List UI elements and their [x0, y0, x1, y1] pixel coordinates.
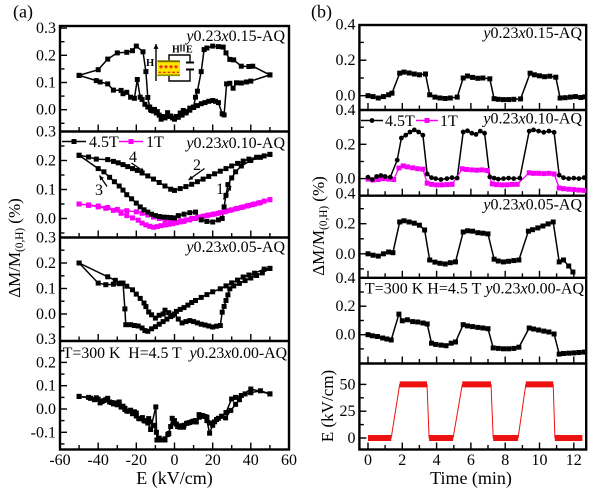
svg-text:4: 4 [129, 149, 137, 166]
svg-text:0.2: 0.2 [36, 47, 56, 64]
svg-text:8: 8 [501, 452, 509, 469]
svg-text:0.3: 0.3 [36, 331, 56, 348]
svg-text:(b): (b) [311, 2, 332, 23]
svg-text:20: 20 [205, 452, 221, 469]
svg-text:H: H [172, 45, 180, 56]
svg-text:60: 60 [281, 452, 297, 469]
svg-text:0.0: 0.0 [36, 306, 56, 323]
svg-text:ΔM/M(0,H) (%): ΔM/M(0,H) (%) [5, 198, 26, 298]
svg-text:0.2: 0.2 [336, 136, 356, 153]
svg-text:T=300 K H=4.5 T y0.23x0.00-A: T=300 K H=4.5 T y0.23x0.00-AQ [63, 345, 288, 362]
svg-text:0.3: 0.3 [36, 229, 56, 246]
svg-text:0.2: 0.2 [336, 52, 356, 69]
svg-text:y0.23x0.15-AQ: y0.23x0.15-AQ [481, 25, 582, 42]
svg-text:1T: 1T [440, 113, 458, 130]
svg-text:0.4: 0.4 [336, 102, 356, 119]
svg-text:ΔM/M(0,H) (%): ΔM/M(0,H) (%) [309, 176, 330, 276]
svg-text:y0.23x0.10-AQ: y0.23x0.10-AQ [184, 135, 285, 152]
svg-text:4.5T: 4.5T [89, 134, 119, 151]
svg-text:H: H [146, 58, 154, 69]
svg-text:E (kV/cm): E (kV/cm) [318, 370, 337, 442]
svg-text:0.4: 0.4 [336, 17, 356, 34]
svg-text:0.0: 0.0 [36, 210, 56, 227]
svg-text:-40: -40 [88, 452, 109, 469]
svg-text:0: 0 [171, 452, 179, 469]
svg-text:y0.23x0.10-AQ: y0.23x0.10-AQ [481, 111, 582, 128]
svg-text:0.0: 0.0 [336, 327, 356, 344]
svg-text:3: 3 [95, 182, 103, 199]
svg-text:0.2: 0.2 [336, 216, 356, 233]
svg-text:E (kV/cm): E (kV/cm) [136, 468, 212, 489]
svg-text:0.1: 0.1 [36, 74, 56, 91]
svg-text:0.4: 0.4 [336, 270, 356, 287]
svg-text:1T: 1T [146, 134, 164, 151]
svg-text:0.0: 0.0 [36, 102, 56, 119]
svg-text:10: 10 [532, 452, 548, 469]
svg-text:0.2: 0.2 [36, 152, 56, 169]
svg-text:y0.23x0.05-AQ: y0.23x0.05-AQ [184, 239, 285, 256]
svg-text:0.0: 0.0 [336, 88, 356, 105]
svg-text:y0.23x0.15-AQ: y0.23x0.15-AQ [184, 28, 285, 45]
svg-text:0.4: 0.4 [336, 186, 356, 203]
svg-text:0.1: 0.1 [36, 280, 56, 297]
svg-text:0: 0 [364, 452, 372, 469]
svg-text:0.2: 0.2 [36, 354, 56, 371]
svg-text:0.3: 0.3 [36, 20, 56, 37]
svg-text:(a): (a) [13, 2, 33, 23]
svg-text:-20: -20 [126, 452, 147, 469]
svg-text:2: 2 [193, 157, 201, 174]
svg-text:E: E [186, 45, 193, 56]
svg-text:12: 12 [566, 452, 582, 469]
svg-text:0.2: 0.2 [36, 255, 56, 272]
svg-text:50: 50 [340, 376, 356, 393]
svg-text:4.5T: 4.5T [385, 113, 415, 130]
svg-text:0.1: 0.1 [36, 378, 56, 395]
svg-text:0.0: 0.0 [336, 246, 356, 263]
svg-text:4: 4 [433, 452, 441, 469]
svg-text:0.0: 0.0 [36, 401, 56, 418]
svg-text:6: 6 [467, 452, 475, 469]
svg-text:T=300 K H=4.5 T y0.23x0.00-AQ: T=300 K H=4.5 T y0.23x0.00-AQ [365, 281, 585, 298]
svg-text:2: 2 [398, 452, 406, 469]
svg-text:0: 0 [348, 430, 356, 447]
svg-text:y0.23x0.05-AQ: y0.23x0.05-AQ [481, 197, 582, 214]
svg-text:0.0: 0.0 [336, 171, 356, 188]
svg-text:-60: -60 [49, 452, 70, 469]
svg-text:0.3: 0.3 [36, 123, 56, 140]
svg-text:25: 25 [340, 403, 356, 420]
svg-text:40: 40 [243, 452, 259, 469]
svg-text:Time (min): Time (min) [430, 468, 512, 489]
svg-text:0.1: 0.1 [36, 181, 56, 198]
svg-text:-0.1: -0.1 [31, 424, 56, 441]
svg-text:1: 1 [216, 181, 224, 198]
svg-text:0.2: 0.2 [336, 298, 356, 315]
